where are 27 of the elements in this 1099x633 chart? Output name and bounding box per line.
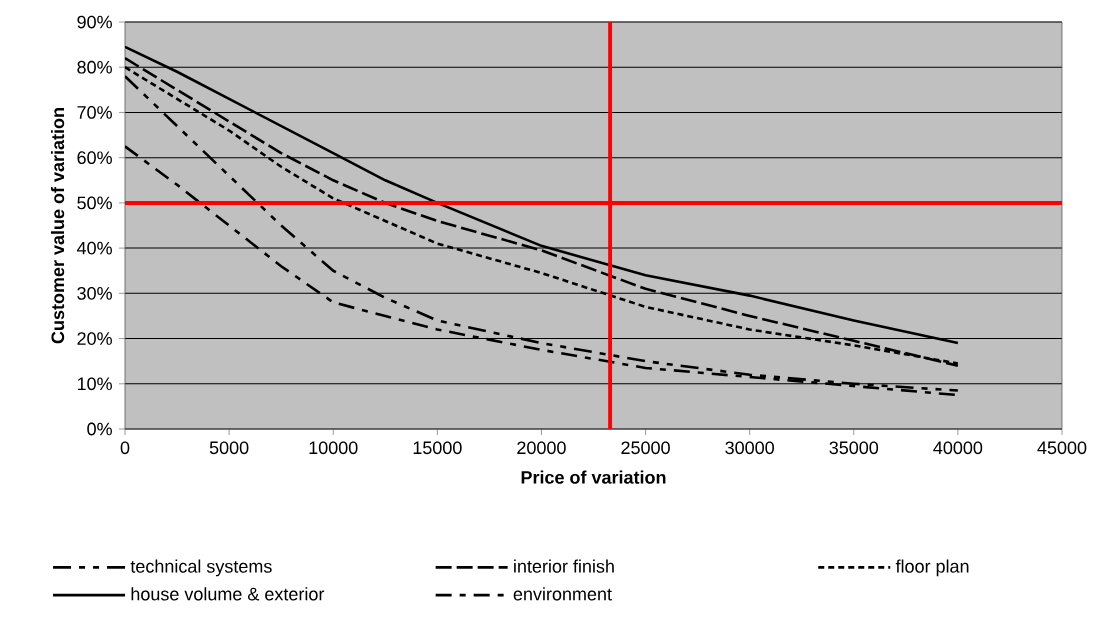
y-tick-label: 20% [77, 332, 112, 345]
x-axis-title: Price of variation [521, 470, 666, 484]
x-tick-label: 25000 [621, 441, 670, 455]
x-tick-label: 10000 [309, 441, 358, 455]
y-axis-title: Customer value of variation [50, 108, 65, 344]
x-tick-label: 35000 [829, 441, 879, 455]
x-tick-label: 40000 [933, 441, 983, 455]
x-tick-label: 20000 [517, 441, 566, 455]
legend-label: house volume & exterior [131, 587, 325, 601]
x-tick-label: 15000 [413, 441, 462, 455]
legend-label: environment [513, 587, 612, 601]
y-tick-label: 80% [77, 60, 112, 74]
x-tick-label: 0 [120, 441, 130, 455]
y-tick-label: 30% [77, 286, 112, 300]
legend-label: interior finish [514, 559, 614, 573]
x-tick-label: 5000 [209, 441, 249, 455]
y-tick-label: 10% [77, 377, 112, 391]
x-tick-label: 30000 [725, 441, 774, 455]
y-tick-label: 40% [76, 241, 112, 255]
legend-label: technical systems [130, 559, 272, 577]
y-tick-label: 50% [77, 196, 112, 210]
y-tick-label: 60% [77, 151, 112, 165]
y-tick-label: 90% [77, 15, 112, 29]
y-tick-label: 0% [87, 422, 112, 436]
y-tick-label: 70% [77, 106, 112, 119]
x-tick-label: 45000 [1037, 441, 1087, 455]
legend-label: floor plan [895, 559, 969, 577]
